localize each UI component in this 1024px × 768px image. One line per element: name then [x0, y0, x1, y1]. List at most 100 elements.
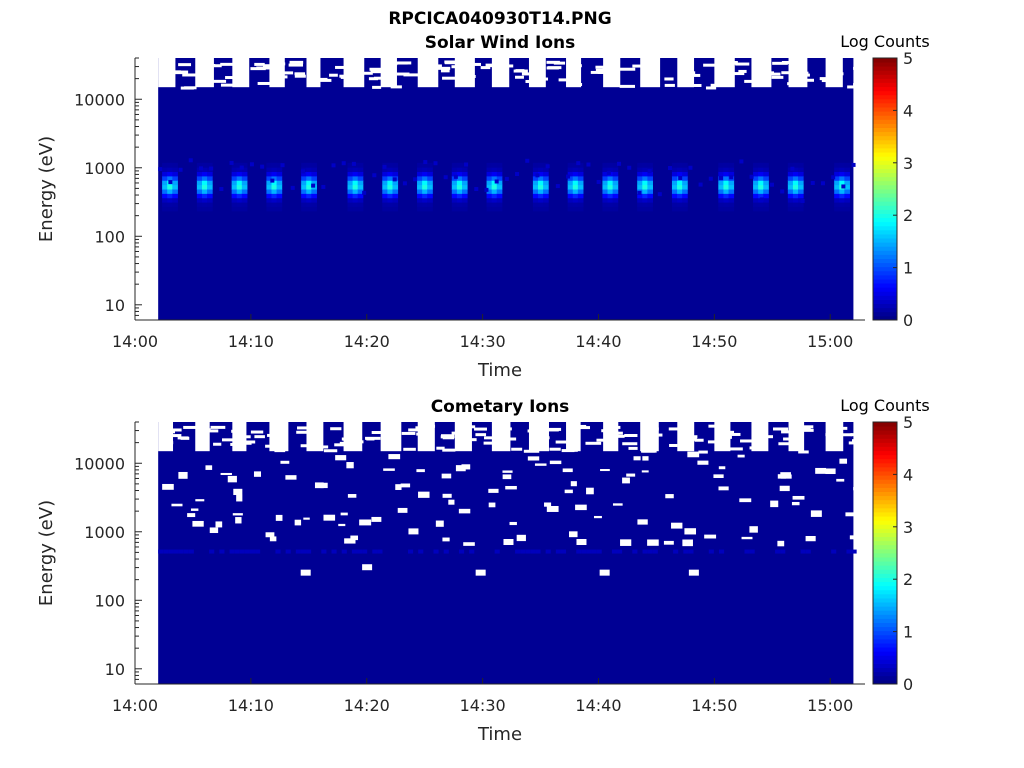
colorbar-swatch: [873, 307, 897, 313]
heatmap-cell: [352, 193, 359, 199]
no-data-gap: [281, 71, 294, 75]
heatmap-cell: [652, 549, 658, 554]
no-data-gap: [599, 569, 610, 576]
heatmap-cell: [229, 549, 235, 554]
heatmap-cell: [607, 167, 614, 173]
heatmap-cell: [718, 167, 724, 173]
no-data-gap: [269, 446, 282, 450]
no-data-gap: [475, 569, 486, 576]
no-data-gap: [862, 541, 873, 546]
heatmap-cell: [209, 166, 214, 171]
no-data-gap: [530, 60, 545, 64]
heatmap-cell: [306, 206, 312, 212]
heatmap-cell: [347, 184, 354, 190]
heatmap-cell: [839, 206, 845, 212]
heatmap-cell: [275, 549, 281, 554]
colorbar-swatch: [873, 299, 897, 305]
no-data-gap: [213, 442, 222, 446]
colorbar-swatch: [873, 193, 897, 198]
heatmap-cell: [839, 167, 845, 173]
no-data-gap: [624, 433, 638, 437]
heatmap-cell: [607, 184, 614, 190]
colorbar-swatch: [873, 160, 897, 165]
heatmap-cell: [577, 175, 584, 181]
no-data-gap: [388, 454, 401, 460]
heatmap-cell: [607, 202, 614, 207]
colorbar: 0 1 2 3 4 5: [872, 49, 913, 330]
heatmap-cell: [753, 202, 759, 207]
heatmap-cell: [306, 167, 312, 173]
colorbar-swatch: [873, 512, 897, 517]
heatmap-cell: [377, 549, 383, 554]
heatmap-cell: [647, 197, 653, 203]
colorbar-swatch: [873, 618, 897, 623]
no-data-gap: [735, 62, 750, 66]
heatmap-cell: [642, 549, 648, 554]
heatmap-cell: [543, 193, 549, 199]
heatmap-cell: [718, 180, 724, 186]
no-data-gap: [254, 435, 265, 439]
heatmap-cell: [236, 193, 243, 199]
no-data-gap: [396, 72, 410, 76]
heatmap-cell: [647, 184, 653, 190]
heatmap-cell: [372, 173, 377, 178]
heatmap-cell: [535, 549, 541, 554]
no-data-gap: [400, 483, 411, 488]
no-data-gap: [845, 512, 857, 517]
heatmap-cell: [586, 162, 591, 167]
heatmap-cell: [632, 549, 638, 554]
heatmap-cell: [763, 167, 769, 173]
heatmap-cell: [496, 167, 503, 173]
heatmap-cell: [231, 206, 238, 212]
heatmap-cell: [607, 197, 614, 203]
colorbar-swatch: [873, 679, 897, 685]
no-data-gap: [165, 70, 181, 74]
heatmap-cell: [382, 202, 388, 207]
no-data-gap: [705, 86, 717, 90]
no-data-gap: [435, 520, 444, 527]
panel-title: Cometary Ions: [431, 397, 570, 417]
heatmap-cell: [607, 189, 614, 194]
no-data-gap: [620, 539, 632, 546]
colorbar-swatch: [873, 495, 897, 501]
heatmap-cell: [201, 162, 208, 168]
heatmap-cell: [800, 549, 806, 554]
heatmap-cell: [201, 180, 208, 186]
heatmap-cell: [637, 180, 643, 186]
no-data-gap: [741, 536, 753, 540]
heatmap-cell: [798, 167, 804, 173]
heatmap-cell: [844, 175, 850, 181]
colorbar-swatch: [873, 283, 897, 288]
no-data-gap: [488, 488, 499, 493]
y-tick-label: 1000: [84, 523, 125, 542]
no-data-gap: [765, 72, 781, 76]
heatmap-cell: [290, 185, 295, 190]
heatmap-cell: [266, 171, 272, 177]
heatmap-cell: [427, 171, 433, 177]
heatmap-cell: [209, 549, 215, 554]
no-data-gap: [200, 428, 211, 432]
colorbar-swatch: [873, 569, 897, 574]
heatmap-cell: [266, 184, 272, 190]
no-data-gap: [611, 65, 620, 69]
heatmap-cell: [596, 549, 602, 554]
heatmap-cell: [357, 202, 364, 207]
heatmap-cell: [280, 163, 285, 168]
colorbar-swatch: [873, 209, 897, 214]
heatmap-cell: [231, 180, 238, 186]
colorbar-swatch: [873, 544, 897, 550]
no-data-gap: [289, 60, 304, 64]
no-data-gap: [380, 58, 397, 88]
heatmap-cell: [532, 180, 539, 186]
no-data-gap: [408, 428, 423, 432]
colorbar-swatch: [873, 238, 897, 243]
heatmap-cell: [753, 175, 759, 181]
no-data-gap: [688, 569, 699, 576]
no-data-gap: [643, 68, 656, 72]
heatmap-cell: [790, 166, 795, 171]
no-data-gap: [198, 78, 211, 82]
no-data-gap: [417, 58, 439, 88]
heatmap-cell: [798, 202, 804, 207]
y-axis-label: Energy (eV): [36, 136, 57, 242]
heatmap-cell: [417, 193, 423, 199]
